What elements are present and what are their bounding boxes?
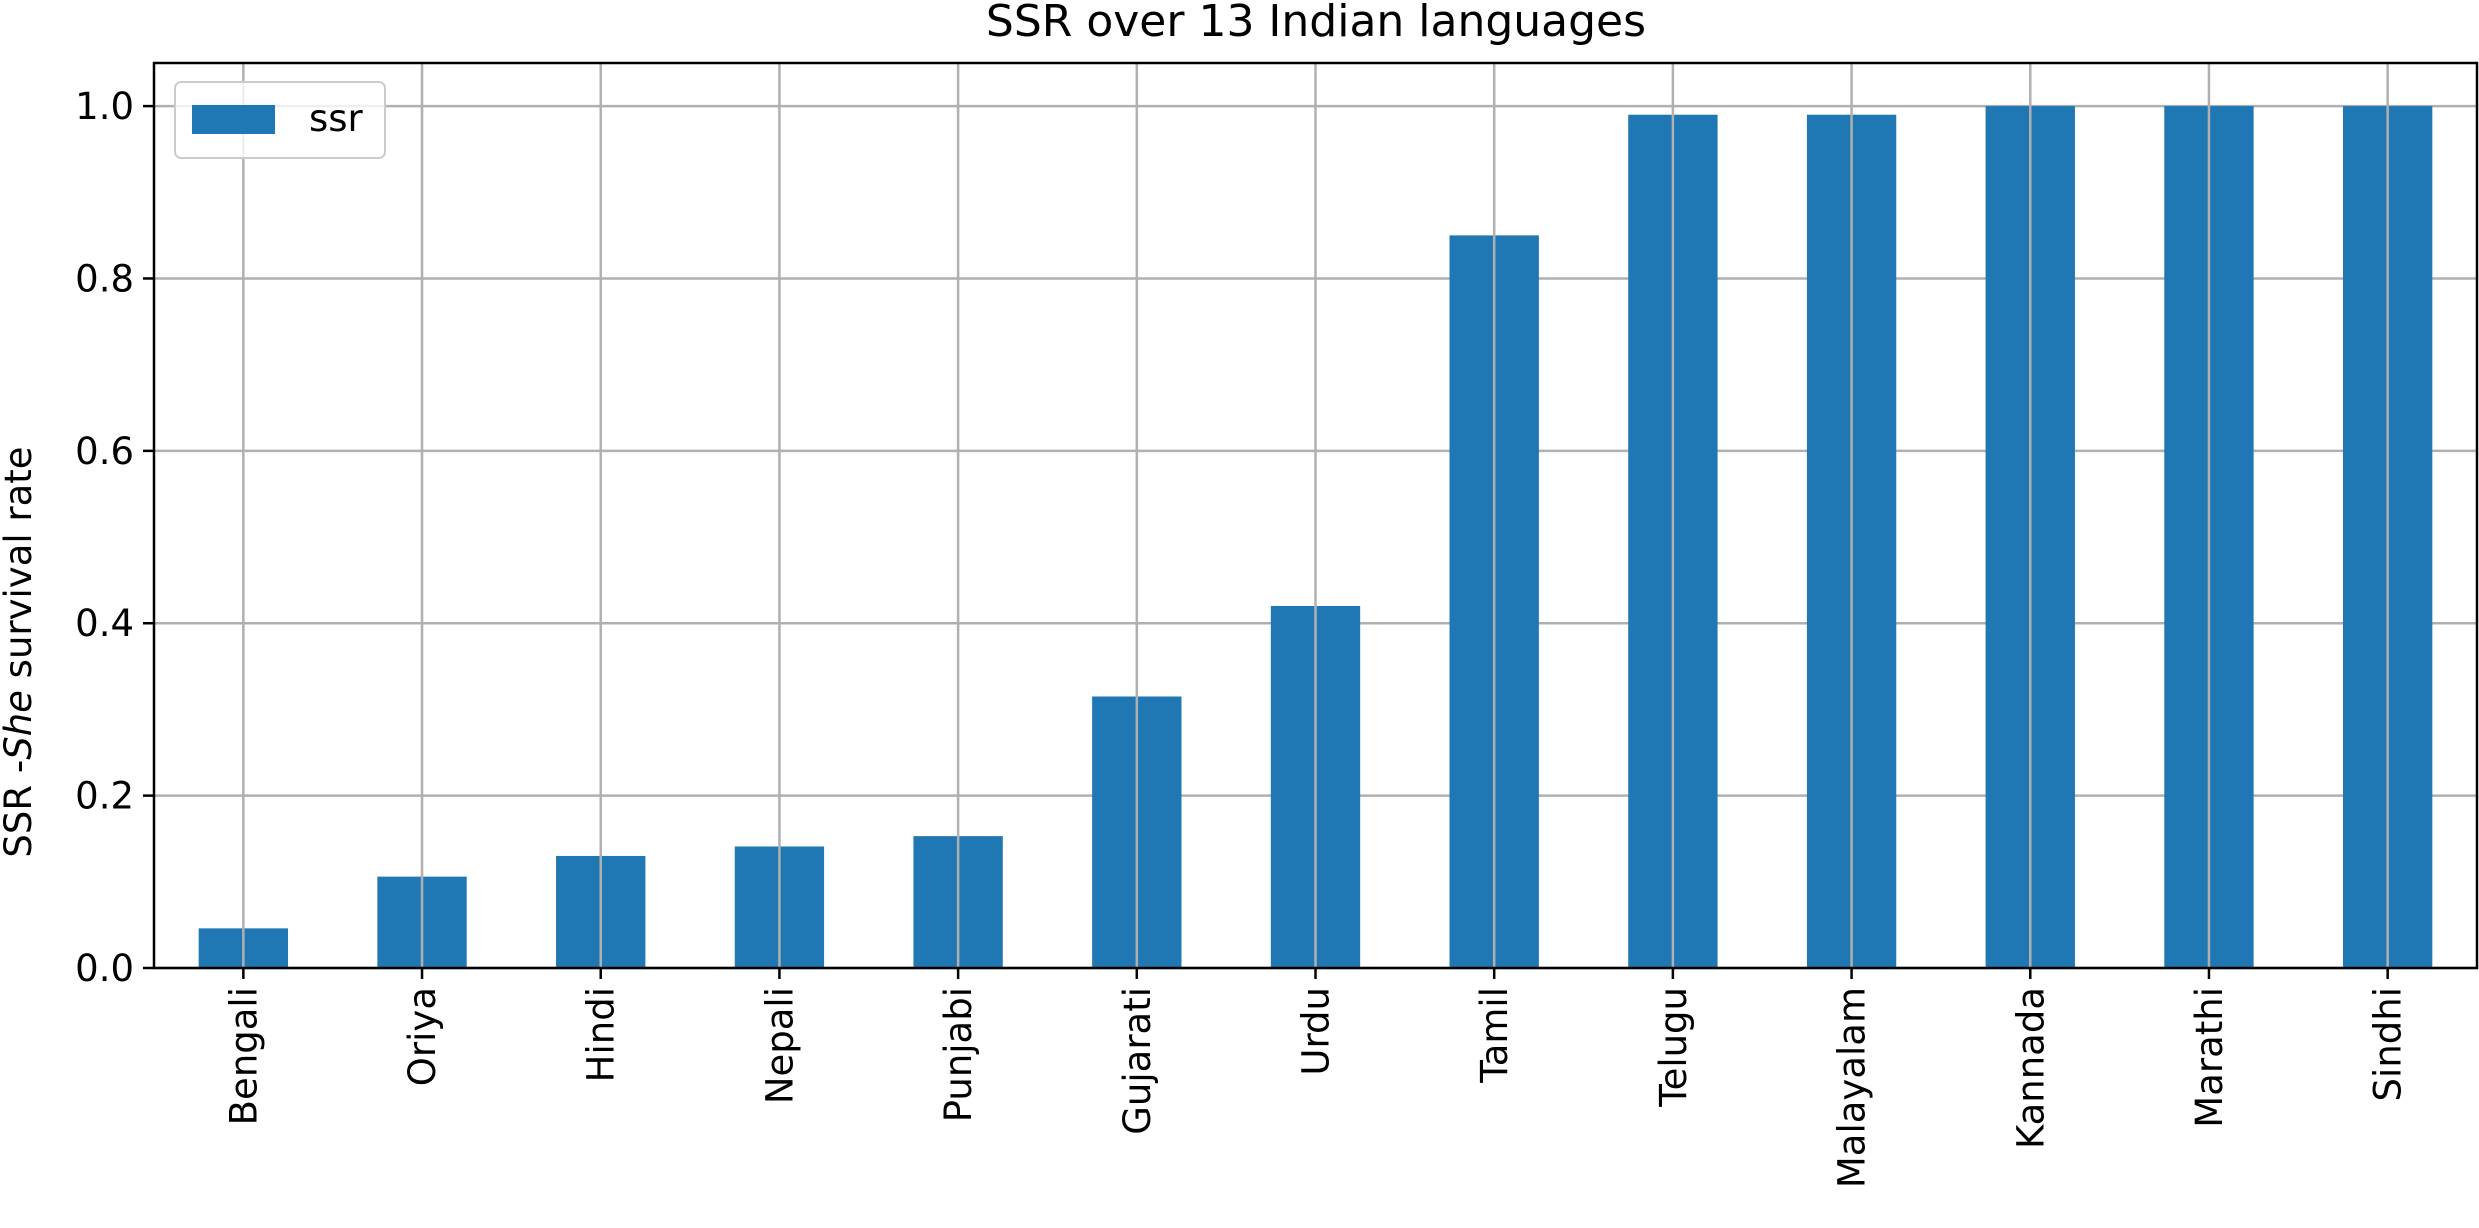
x-tick-label: Gujarati (1116, 987, 1159, 1135)
y-axis-ticks: 0.0 0.2 0.4 0.6 0.8 1.0 (75, 85, 154, 990)
y-axis-label-suffix: survival rate (0, 446, 40, 690)
chart-title: SSR over 13 Indian languages (986, 0, 1646, 47)
legend-swatch (192, 105, 275, 134)
x-tick-label: Marathi (2188, 987, 2231, 1128)
x-tick-label: Hindi (580, 987, 623, 1082)
x-tick-label: Nepali (758, 987, 801, 1104)
y-tick-label: 0.8 (75, 257, 134, 300)
x-tick-label: Kannada (2009, 987, 2052, 1149)
x-tick-label: Tamil (1473, 987, 1516, 1084)
x-tick-label: Malayalam (1831, 987, 1874, 1188)
y-tick-label: 0.2 (75, 775, 134, 818)
x-tick-label: Bengali (222, 987, 265, 1125)
x-tick-label: Urdu (1295, 987, 1338, 1076)
legend: ssr (174, 81, 386, 159)
x-tick-label: Oriya (401, 987, 444, 1086)
legend-label: ssr (309, 97, 364, 140)
y-tick-label: 0.6 (75, 430, 134, 473)
y-axis-label: SSR -She survival rate (0, 446, 40, 857)
x-tick-label: Punjabi (937, 987, 980, 1122)
y-axis-label-prefix: SSR - (0, 760, 40, 858)
legend-box (174, 81, 386, 159)
x-grid-lines (242, 63, 2389, 968)
y-axis-label-italic: She (0, 690, 40, 760)
x-tick-label: Sindhi (2367, 987, 2410, 1101)
y-tick-label: 0.4 (75, 602, 134, 645)
x-axis-ticks: Bengali Oriya Hindi Nepali Punjabi Gujarati Ur… (222, 968, 2410, 1188)
y-tick-label: 0.0 (75, 947, 134, 990)
y-tick-label: 1.0 (75, 85, 134, 128)
x-tick-label: Telugu (1652, 987, 1695, 1108)
